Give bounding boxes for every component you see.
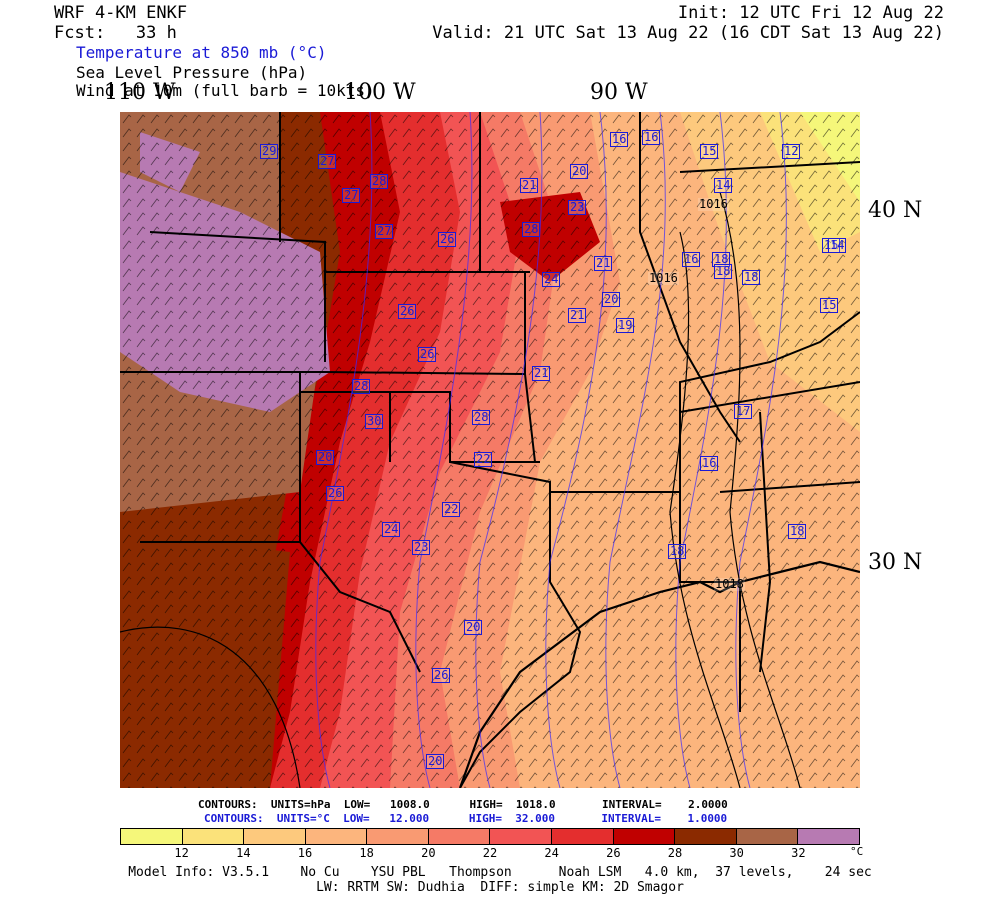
color-bar-tick: 20: [421, 846, 436, 860]
temp-label: 16: [700, 456, 719, 471]
temp-label: 18: [714, 264, 733, 279]
valid-time: Valid: 21 UTC Sat 13 Aug 22 (16 CDT Sat …: [432, 23, 944, 43]
temp-label: 22: [442, 502, 461, 517]
color-bar-tick: 18: [359, 846, 374, 860]
color-bar-tick: 24: [544, 846, 559, 860]
color-bar: [120, 828, 860, 845]
temp-label: 28: [472, 410, 491, 425]
temp-label: 27: [375, 224, 394, 239]
temp-label: 20: [602, 292, 621, 307]
pressure-field-label: Sea Level Pressure (hPa): [76, 63, 308, 82]
temp-label: 21: [520, 178, 539, 193]
temp-label: 20: [464, 620, 483, 635]
color-bar-segment: [552, 829, 614, 844]
color-bar-segment: [367, 829, 429, 844]
pressure-contour-info: CONTOURS: UNITS=hPa LOW= 1008.0 HIGH= 10…: [198, 798, 728, 811]
temperature-field-label: Temperature at 850 mb (°C): [76, 43, 327, 62]
temp-label: 18: [742, 270, 761, 285]
color-bar-tick: 22: [482, 846, 498, 860]
temp-label: 15: [820, 298, 839, 313]
temp-label: 26: [432, 668, 451, 683]
color-bar-segment: [121, 829, 183, 844]
temp-label: 16: [610, 132, 629, 147]
color-bar-segment: [428, 829, 491, 844]
temp-label: 28: [352, 379, 371, 394]
color-bar-segment: [675, 829, 737, 844]
color-bar-unit: °C: [850, 845, 864, 858]
color-bar-tick: 12: [174, 846, 189, 860]
temp-label: 23: [412, 540, 431, 555]
pressure-label: 1016: [648, 271, 679, 285]
temp-label: 14: [828, 238, 847, 253]
temp-label: 30: [365, 414, 384, 429]
state-boundaries: [120, 112, 860, 788]
temp-label: 27: [342, 188, 361, 203]
temp-label: 29: [260, 144, 279, 159]
temp-label: 22: [474, 452, 493, 467]
color-bar-tick: 14: [236, 846, 251, 860]
wind-field-label: Wind at 10m (full barb = 10kts): [76, 81, 375, 100]
temp-label: 26: [326, 486, 345, 501]
pressure-label: 1016: [698, 197, 729, 211]
lon-label-100w: 100 W: [344, 80, 416, 105]
model-info-line-1: Model Info: V3.5.1 No Cu YSU PBL Thompso…: [128, 865, 872, 880]
temp-label: 20: [316, 450, 335, 465]
lon-label-110w: 110 W: [104, 80, 176, 105]
color-bar-segment: [182, 829, 245, 844]
map-canvas: [120, 112, 860, 788]
header-left: WRF 4-KM ENKF Fcst: 33 h: [54, 3, 187, 43]
temperature-contour-info: CONTOURS: UNITS=°C LOW= 12.000 HIGH= 32.…: [204, 812, 728, 825]
color-bar-tick: 28: [667, 846, 683, 860]
color-bar-segment: [613, 829, 676, 844]
temp-label: 21: [532, 366, 551, 381]
forecast-map: 29 27 28 27 27 26 28 22 26 26 28 30 20 2…: [120, 112, 860, 788]
color-bar-segment: [490, 829, 553, 844]
color-bar-tick: 30: [729, 846, 744, 860]
temp-label: 28: [522, 222, 541, 237]
temp-label: 24: [382, 522, 401, 537]
forecast-hour: Fcst: 33 h: [54, 23, 177, 43]
color-bar-segment: [244, 829, 306, 844]
model-info-line-2: LW: RRTM SW: Dudhia DIFF: simple KM: 2D …: [316, 880, 684, 895]
pressure-label: 1018: [714, 577, 745, 591]
lat-label-40n: 40 N: [868, 198, 923, 223]
temp-label: 16: [642, 130, 661, 145]
init-time: Init: 12 UTC Fri 12 Aug 22: [677, 3, 944, 23]
coastline: [458, 560, 860, 788]
temp-label: 15: [700, 144, 719, 159]
color-bar-tick: 16: [297, 846, 313, 860]
temp-label: 16: [682, 252, 701, 267]
color-bar-segment: [305, 829, 368, 844]
temp-label: 17: [734, 404, 753, 419]
color-bar-segment: [798, 829, 859, 844]
model-title: WRF 4-KM ENKF: [54, 3, 188, 23]
temp-label: 20: [570, 164, 589, 179]
temp-label: 24: [542, 272, 561, 287]
color-bar-segment: [736, 829, 799, 844]
temp-label: 27: [318, 154, 337, 169]
temp-label: 18: [712, 252, 731, 267]
temp-label: 19: [616, 318, 635, 333]
temp-label: 23: [568, 200, 587, 215]
color-bar-tick: 32: [791, 846, 806, 860]
temp-label: 18: [788, 524, 807, 539]
temp-label: 26: [438, 232, 457, 247]
temp-label: 12: [782, 144, 801, 159]
lat-label-30n: 30 N: [868, 550, 923, 575]
temp-label: 21: [568, 308, 587, 323]
pressure-isobars: [120, 191, 801, 788]
temp-label: 28: [370, 174, 389, 189]
color-bar-tick: 26: [606, 846, 621, 860]
temp-label: 26: [418, 347, 437, 362]
temp-label: 21: [594, 256, 613, 271]
temp-label: 18: [668, 544, 687, 559]
wind-barbs: [120, 112, 860, 788]
temp-label: 14: [714, 178, 733, 193]
header-right: Init: 12 UTC Fri 12 Aug 22 Valid: 21 UTC…: [432, 3, 944, 43]
temp-label: 26: [398, 304, 417, 319]
temp-label: 20: [426, 754, 445, 769]
lon-label-90w: 90 W: [590, 80, 648, 105]
